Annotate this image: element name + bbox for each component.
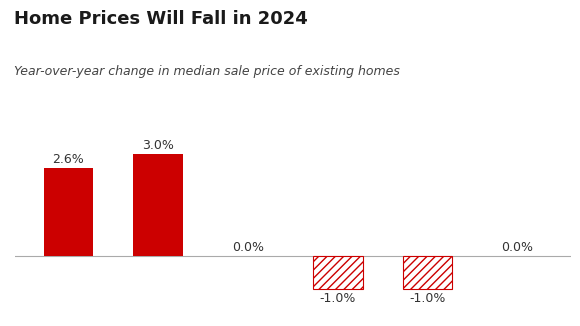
Text: 0.0%: 0.0% <box>502 241 534 254</box>
Text: Home Prices Will Fall in 2024: Home Prices Will Fall in 2024 <box>14 10 308 28</box>
Bar <box>133 155 183 256</box>
Text: -1.0%: -1.0% <box>409 292 446 305</box>
Text: 0.0%: 0.0% <box>232 241 264 254</box>
Text: Year-over-year change in median sale price of existing homes: Year-over-year change in median sale pri… <box>14 65 400 78</box>
Bar <box>44 168 93 256</box>
Bar <box>313 256 362 289</box>
Bar <box>403 256 452 289</box>
Text: -1.0%: -1.0% <box>320 292 356 305</box>
Text: 3.0%: 3.0% <box>142 139 174 152</box>
Text: 2.6%: 2.6% <box>53 153 84 166</box>
